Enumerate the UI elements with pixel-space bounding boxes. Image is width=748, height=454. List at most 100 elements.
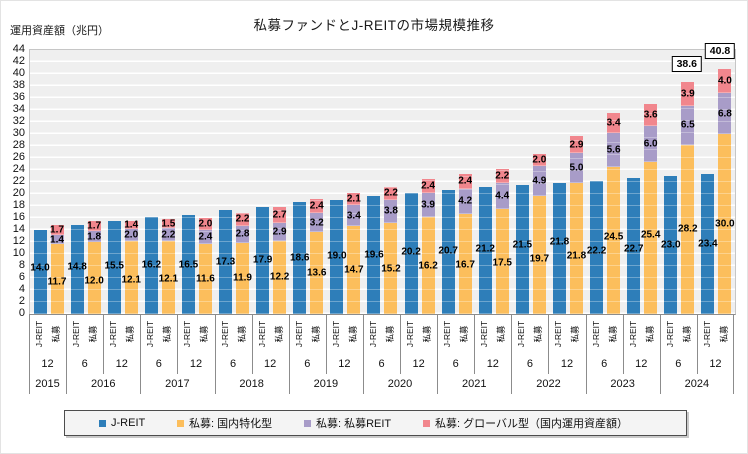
value-label-jreit: 20.7 [438, 245, 458, 257]
series-label-private: 私募 [125, 325, 136, 343]
series-label-jreit: J-REIT [664, 320, 675, 348]
value-label-global: 2.0 [198, 218, 213, 230]
value-label-jreit: 19.6 [364, 249, 384, 261]
month-label: 6 [675, 358, 682, 370]
value-label-jreit: 16.5 [178, 259, 199, 270]
y-axis-title: 運用資産額（兆円） [10, 25, 109, 37]
value-label-global: 2.0 [532, 154, 547, 166]
bar-jreit-2020/12 [404, 192, 418, 314]
axis-separator-year [66, 314, 68, 394]
value-label-private-reit: 5.0 [569, 162, 584, 174]
bar-domestic-2018/12 [273, 240, 287, 314]
axis-separator-group [177, 314, 179, 374]
axis-separator-group [474, 314, 476, 374]
series-label-jreit: J-REIT [516, 320, 527, 348]
month-label: 12 [635, 358, 648, 370]
value-label-private-reit: 1.4 [50, 234, 64, 246]
series-label-private: 私募 [236, 325, 247, 343]
axis-separator-year [214, 314, 216, 394]
value-label-private-reit: 2.4 [198, 231, 213, 243]
bar-global-2020/12 [421, 179, 435, 194]
legend-swatch [99, 419, 106, 427]
bar-jreit-2015/12 [33, 230, 47, 314]
legend-label: 私募: グローバル型（国内運用資産額） [434, 418, 628, 430]
axis-separator-group [251, 314, 253, 374]
value-label-domestic: 24.5 [603, 231, 624, 243]
series-label-jreit: J-REIT [405, 320, 416, 348]
legend-item-2: 私募: 私募REIT [303, 415, 391, 431]
legend-label: 私募: 国内特化型 [189, 418, 273, 430]
axis-separator-year [140, 314, 142, 394]
value-label-jreit: 23.0 [661, 239, 681, 251]
value-label-private-reit: 1.8 [87, 231, 102, 243]
series-label-jreit: J-REIT [479, 320, 490, 348]
value-label-domestic: 12.2 [269, 271, 290, 283]
series-label-private: 私募 [384, 325, 395, 343]
value-label-private-reit: 6.8 [717, 108, 732, 120]
bar-domestic-2016/6 [87, 242, 101, 314]
bar-private-reit-2019/12 [347, 205, 361, 226]
bar-jreit-2017/6 [144, 216, 158, 314]
bar-jreit-2020/6 [367, 196, 381, 314]
bar-global-2015/12 [50, 225, 64, 236]
series-label-private: 私募 [199, 325, 210, 343]
series-label-private: 私募 [681, 325, 692, 343]
legend-item-1: 私募: 国内特化型 [177, 415, 272, 431]
bar-jreit-2016/6 [70, 225, 84, 314]
series-label-private: 私募 [496, 325, 507, 343]
bar-domestic-2021/12 [495, 209, 509, 314]
bar-global-2018/6 [236, 212, 250, 226]
value-label-domestic: 30.0 [715, 218, 735, 230]
value-label-domestic: 12.1 [121, 274, 141, 286]
series-label-jreit: J-REIT [34, 320, 44, 348]
value-label-jreit: 18.6 [290, 252, 310, 264]
bar-domestic-2024/12 [718, 134, 732, 314]
y-tick-label: 12 [12, 235, 25, 247]
value-label-domestic: 16.2 [418, 260, 438, 272]
value-label-private-reit: 5.6 [606, 144, 621, 156]
year-label: 2023 [610, 378, 635, 390]
series-label-private: 私募 [51, 325, 61, 343]
y-tick-label: 0 [18, 307, 25, 319]
value-label-domestic: 11.7 [47, 276, 67, 288]
value-label-jreit: 23.4 [698, 238, 718, 250]
bar-global-2022/12 [569, 135, 583, 154]
bar-jreit-2023/12 [627, 177, 641, 314]
y-tick-label: 16 [12, 211, 25, 223]
year-label: 2018 [239, 378, 264, 390]
month-label: 12 [412, 358, 425, 370]
year-label: 2017 [165, 378, 190, 390]
bar-domestic-2016/12 [124, 241, 138, 314]
series-label-private: 私募 [273, 325, 284, 343]
month-label: 6 [304, 358, 311, 370]
series-label-jreit: J-REIT [182, 320, 193, 348]
bar-domestic-2015/12 [50, 243, 64, 314]
axis-separator-group [622, 314, 624, 374]
value-label-private-reit: 3.9 [421, 199, 435, 211]
series-label-private: 私募 [162, 325, 173, 343]
value-label-private-reit: 4.9 [532, 175, 547, 187]
value-label-private-reit: 2.0 [124, 229, 139, 241]
bar-jreit-2021/12 [478, 186, 492, 314]
bar-private-reit-2024/6 [681, 105, 695, 145]
series-label-jreit: J-REIT [627, 320, 638, 348]
value-label-private-reit: 6.0 [643, 138, 658, 150]
y-tick-label: 38 [12, 79, 25, 91]
bar-jreit-2019/6 [293, 202, 307, 314]
bar-jreit-2022/6 [515, 185, 529, 314]
bar-private-reit-2024/12 [718, 93, 732, 134]
year-label: 2015 [35, 378, 60, 390]
series-label-private: 私募 [88, 325, 99, 343]
legend-swatch [422, 419, 430, 427]
bar-domestic-2017/12 [198, 244, 212, 314]
series-label-jreit: J-REIT [701, 320, 712, 348]
bar-global-2019/12 [347, 192, 361, 206]
series-label-jreit: J-REIT [71, 320, 82, 348]
bar-jreit-2018/12 [256, 206, 270, 314]
value-label-global: 1.4 [124, 219, 139, 231]
month-label: 12 [264, 358, 277, 370]
value-label-global: 3.9 [680, 88, 695, 100]
y-tick-label: 10 [12, 247, 25, 259]
y-tick-label: 40 [12, 67, 25, 79]
bar-global-2024/12 [718, 69, 732, 94]
